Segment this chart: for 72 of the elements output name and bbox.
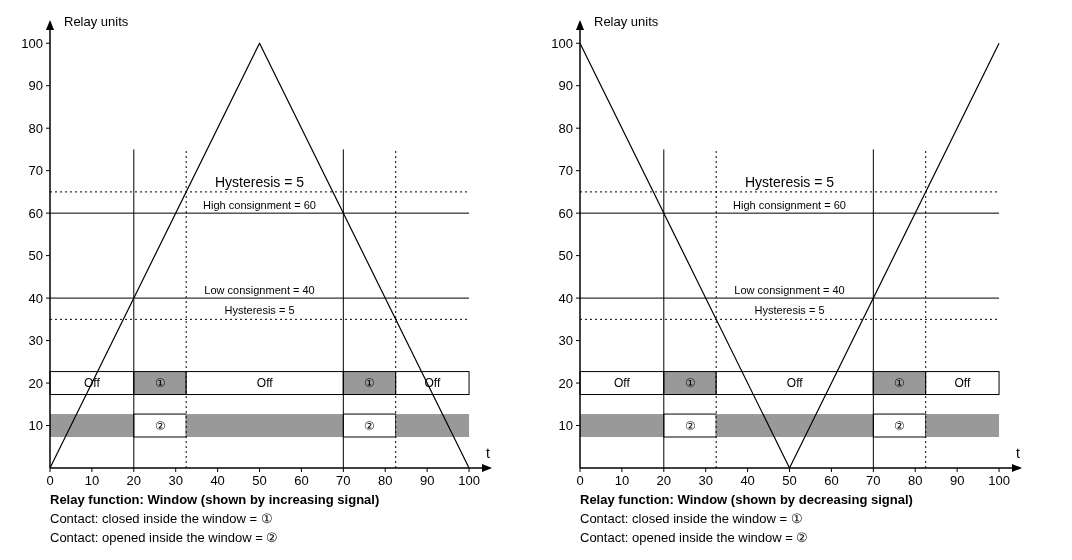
x-tick-label: 100 xyxy=(988,473,1010,488)
y-tick-label: 40 xyxy=(558,290,573,306)
annotation: Hysteresis = 5 xyxy=(224,304,295,317)
y-axis-title: Relay units xyxy=(594,14,659,29)
x-tick-label: 70 xyxy=(866,473,881,488)
y-axis-title: Relay units xyxy=(64,14,129,29)
y-tick-label: 10 xyxy=(28,418,43,434)
annotation: ① xyxy=(364,376,376,391)
x-tick-label: 80 xyxy=(378,473,393,488)
text: Contact: closed inside the window = ① xyxy=(580,511,803,526)
text: Relay function: Window (shown by decreasing signal) xyxy=(580,492,913,507)
ref-line-label: High consignment = 60 xyxy=(203,199,316,212)
y-tick-label: 80 xyxy=(28,120,43,136)
x-tick-label: 100 xyxy=(458,473,480,488)
annotation: Off xyxy=(954,376,971,391)
y-tick-label: 70 xyxy=(558,163,573,179)
y-tick-label: 40 xyxy=(28,290,43,306)
x-tick-label: 20 xyxy=(656,473,672,488)
x-tick-label: 60 xyxy=(294,473,309,488)
y-tick-label: 60 xyxy=(558,205,573,221)
x-tick-label: 40 xyxy=(210,473,225,488)
annotation: Hysteresis = 5 xyxy=(744,173,835,190)
annotation: Off xyxy=(614,376,631,391)
x-tick-label: 0 xyxy=(576,473,584,488)
ref-line-label: High consignment = 60 xyxy=(733,199,846,212)
x-tick-label: 30 xyxy=(168,473,183,488)
y-tick-label: 60 xyxy=(28,205,43,221)
annotation: ① xyxy=(154,376,166,391)
text: Contact: opened inside the window = ② xyxy=(50,530,279,545)
x-tick-label: 90 xyxy=(949,473,965,488)
x-tick-label: 10 xyxy=(84,473,100,488)
annotation: Hysteresis = 5 xyxy=(214,173,305,190)
y-tick-label: 20 xyxy=(28,375,43,391)
x-tick-label: 30 xyxy=(698,473,713,488)
y-tick-label: 90 xyxy=(558,78,573,94)
y-tick-label: 20 xyxy=(558,375,573,391)
x-tick-label: 10 xyxy=(614,473,630,488)
ref-line-label: Low consignment = 40 xyxy=(204,284,315,297)
x-tick-label: 60 xyxy=(824,473,839,488)
text: Relay function: Window (shown by increasing signal) xyxy=(50,492,380,507)
annotation: ② xyxy=(684,418,696,433)
y-tick-label: 100 xyxy=(21,35,43,51)
annotation: Off xyxy=(256,376,274,391)
text: Contact: opened inside the window = ② xyxy=(580,530,809,545)
y-tick-label: 30 xyxy=(558,333,573,349)
x-tick-label: 0 xyxy=(46,473,54,488)
y-tick-label: 30 xyxy=(28,333,43,349)
y-tick-label: 90 xyxy=(28,78,43,94)
x-tick-label: 20 xyxy=(126,473,142,488)
y-tick-label: 80 xyxy=(558,120,573,136)
y-tick-label: 70 xyxy=(28,163,43,179)
y-tick-label: 10 xyxy=(558,418,573,434)
y-tick-label: 50 xyxy=(558,248,573,264)
y-tick-label: 50 xyxy=(28,248,43,264)
annotation: Off xyxy=(786,376,804,391)
x-tick-label: 70 xyxy=(336,473,351,488)
x-tick-label: 50 xyxy=(782,473,797,488)
x-tick-label: 80 xyxy=(908,473,923,488)
x-axis-title: t xyxy=(486,445,490,461)
annotation: ② xyxy=(894,418,906,433)
annotation: ① xyxy=(894,376,906,391)
annotation: Hysteresis = 5 xyxy=(754,304,825,317)
y-tick-label: 100 xyxy=(551,35,573,51)
x-tick-label: 40 xyxy=(740,473,755,488)
annotation: ① xyxy=(684,376,696,391)
annotation: ② xyxy=(364,418,376,433)
annotation: ② xyxy=(154,418,166,433)
x-tick-label: 50 xyxy=(252,473,267,488)
x-tick-label: 90 xyxy=(419,473,435,488)
x-axis-title: t xyxy=(1016,445,1020,461)
text: Contact: closed inside the window = ① xyxy=(50,511,273,526)
ref-line-label: Low consignment = 40 xyxy=(734,284,845,297)
